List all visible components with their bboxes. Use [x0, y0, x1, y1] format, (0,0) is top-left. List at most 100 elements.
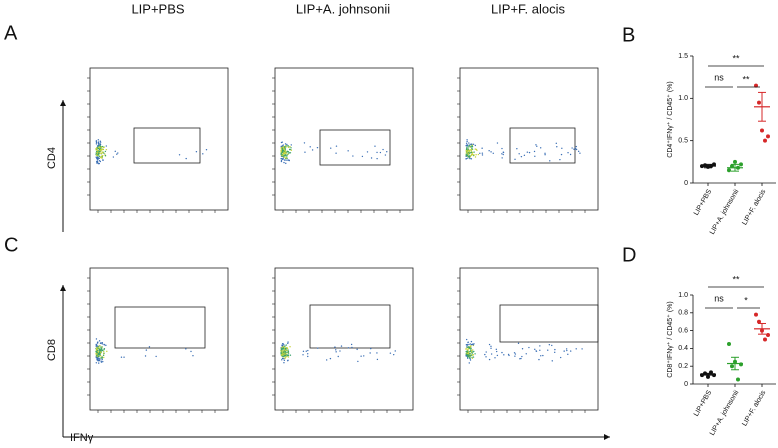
event-dot	[190, 350, 192, 353]
event-dot	[379, 151, 382, 154]
event-dot	[290, 149, 293, 151]
event-dot	[467, 341, 469, 344]
event-dot	[351, 346, 353, 349]
event-dot	[101, 356, 104, 358]
event-dot	[95, 148, 98, 150]
plot-frame	[459, 267, 599, 411]
event-dot	[465, 338, 468, 341]
event-dot	[100, 156, 103, 158]
event-dot	[468, 145, 471, 147]
event-dot	[471, 144, 474, 146]
event-dot	[104, 153, 106, 155]
event-dot	[467, 155, 470, 158]
event-dot	[475, 154, 477, 156]
event-dot	[98, 345, 100, 347]
event-dot	[148, 346, 151, 348]
event-dot	[575, 148, 578, 151]
event-dot	[471, 352, 473, 354]
event-dot	[470, 354, 473, 356]
event-dot	[105, 344, 107, 347]
event-dot	[514, 158, 516, 161]
event-dot	[474, 148, 476, 150]
gate	[309, 304, 391, 349]
event-dot	[98, 145, 100, 147]
event-dot	[544, 152, 546, 154]
event-dot	[95, 143, 98, 145]
data-point	[757, 100, 761, 105]
event-dot	[281, 342, 284, 345]
event-dot	[501, 153, 503, 155]
event-dot	[551, 360, 553, 362]
event-dot	[284, 145, 287, 147]
event-dot	[280, 149, 282, 152]
event-dot	[100, 361, 103, 363]
event-dot	[335, 145, 338, 147]
event-dot	[393, 353, 395, 356]
event-dot	[488, 343, 491, 346]
event-dot	[284, 354, 286, 357]
event-dot	[286, 145, 288, 147]
event-dot	[469, 157, 471, 160]
axis-label: CD8	[46, 339, 58, 361]
event-dot	[97, 158, 99, 161]
event-dot	[98, 362, 100, 364]
event-dot	[502, 151, 505, 154]
x-tick-label: LIP+F. alocis	[741, 389, 767, 427]
event-dot	[465, 344, 468, 346]
event-dot	[99, 146, 102, 148]
event-dot	[563, 350, 565, 352]
event-dot	[112, 156, 115, 158]
sig-label: **	[732, 53, 740, 63]
event-dot	[307, 349, 309, 352]
event-dot	[513, 352, 516, 354]
axis-label: CD4	[46, 147, 58, 169]
event-dot	[370, 347, 372, 350]
event-dot	[101, 159, 104, 161]
event-dot	[465, 347, 467, 350]
event-dot	[573, 148, 575, 150]
event-dot	[287, 354, 290, 356]
event-dot	[521, 355, 523, 358]
event-dot	[302, 354, 304, 356]
event-dot	[485, 356, 487, 358]
event-dot	[470, 348, 472, 350]
event-dot	[528, 346, 530, 349]
data-point	[763, 138, 767, 143]
event-dot	[386, 151, 388, 153]
event-dot	[100, 152, 102, 155]
event-dot	[534, 348, 536, 351]
event-dot	[488, 358, 491, 361]
event-dot	[549, 160, 551, 162]
event-dot	[95, 343, 97, 346]
event-dot	[285, 157, 288, 159]
event-dot	[98, 155, 101, 158]
event-dot	[467, 152, 469, 155]
event-dot	[98, 357, 100, 360]
event-dot	[335, 349, 337, 351]
event-dot	[575, 348, 577, 350]
event-dot	[98, 142, 100, 145]
event-dot	[284, 143, 287, 145]
event-dot	[352, 155, 354, 157]
event-dot	[283, 152, 286, 155]
event-dot	[287, 150, 290, 153]
event-dot	[105, 145, 108, 147]
event-dot	[485, 351, 487, 353]
event-dot	[479, 152, 481, 154]
event-dot	[501, 157, 503, 159]
event-dot	[285, 351, 287, 354]
event-dot	[185, 157, 187, 160]
event-dot	[280, 151, 282, 153]
sig-label: **	[732, 274, 740, 284]
event-dot	[520, 155, 523, 158]
event-dot	[495, 350, 498, 353]
event-dot	[98, 353, 100, 356]
event-dot	[192, 355, 194, 357]
event-dot	[303, 142, 306, 144]
event-dot	[465, 142, 468, 144]
event-dot	[575, 145, 578, 148]
event-dot	[554, 348, 556, 351]
gate	[509, 127, 576, 164]
event-dot	[374, 145, 376, 147]
event-dot	[535, 350, 538, 352]
